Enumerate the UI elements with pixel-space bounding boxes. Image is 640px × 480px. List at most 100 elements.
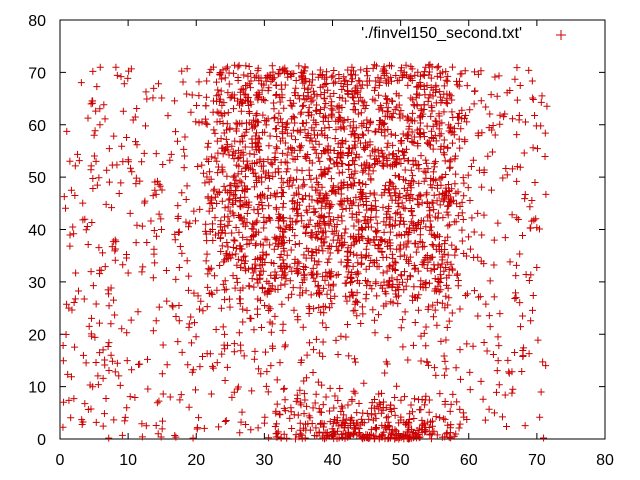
- data-point: [277, 434, 285, 442]
- data-point: [445, 294, 453, 302]
- data-point: [162, 266, 170, 274]
- data-point: [220, 258, 228, 266]
- data-point: [424, 258, 432, 266]
- data-point: [362, 181, 370, 189]
- data-point: [250, 326, 258, 334]
- data-point: [126, 393, 134, 401]
- data-point: [206, 168, 214, 176]
- data-point: [362, 245, 370, 253]
- data-point: [171, 230, 179, 238]
- data-point: [226, 195, 234, 203]
- data-point: [303, 402, 311, 410]
- data-point: [344, 66, 352, 74]
- data-point: [335, 108, 343, 116]
- data-point: [324, 142, 332, 150]
- data-point: [217, 247, 225, 255]
- data-point: [220, 129, 228, 137]
- data-point: [320, 239, 328, 247]
- data-point: [326, 92, 334, 100]
- data-point: [415, 219, 423, 227]
- data-point: [533, 224, 541, 232]
- data-point: [334, 397, 342, 405]
- data-point: [308, 159, 316, 167]
- data-point: [361, 145, 369, 153]
- data-point: [70, 230, 78, 238]
- data-point: [293, 175, 301, 183]
- data-point: [297, 401, 305, 409]
- data-point: [365, 252, 373, 260]
- data-point: [271, 125, 279, 133]
- data-point: [276, 359, 284, 367]
- data-point: [286, 214, 294, 222]
- data-point: [330, 67, 338, 75]
- data-point: [242, 128, 250, 136]
- data-point: [446, 164, 454, 172]
- data-point: [299, 92, 307, 100]
- data-point: [441, 371, 449, 379]
- data-point: [379, 67, 387, 75]
- data-point: [293, 206, 301, 214]
- data-point: [150, 227, 158, 235]
- data-point: [261, 302, 269, 310]
- data-point: [293, 267, 301, 275]
- data-point: [121, 413, 129, 421]
- data-point: [444, 251, 452, 259]
- data-point: [340, 125, 348, 133]
- data-point: [248, 135, 256, 143]
- data-point: [437, 286, 445, 294]
- data-point: [461, 67, 469, 75]
- data-point: [318, 199, 326, 207]
- data-point: [360, 419, 368, 427]
- data-point: [387, 73, 395, 81]
- data-point: [245, 282, 253, 290]
- data-point: [82, 226, 90, 234]
- data-point: [447, 92, 455, 100]
- data-point: [267, 78, 275, 86]
- data-point: [344, 197, 352, 205]
- data-point: [432, 88, 440, 96]
- data-point: [190, 207, 198, 215]
- data-point: [168, 302, 176, 310]
- data-point: [476, 293, 484, 301]
- data-point: [236, 88, 244, 96]
- y-tick-label: 80: [28, 13, 46, 30]
- data-point: [371, 84, 379, 92]
- data-point: [519, 347, 527, 355]
- data-point: [222, 65, 230, 73]
- data-point: [359, 310, 367, 318]
- data-point: [313, 101, 321, 109]
- y-tick-label: 0: [37, 432, 46, 449]
- data-point: [300, 274, 308, 282]
- data-point: [105, 339, 113, 347]
- data-point: [397, 137, 405, 145]
- data-point: [235, 162, 243, 170]
- data-point: [261, 173, 269, 181]
- data-point: [393, 77, 401, 85]
- data-point: [408, 65, 416, 73]
- data-point: [401, 231, 409, 239]
- data-point: [318, 71, 326, 79]
- data-point: [311, 277, 319, 285]
- data-point: [398, 64, 406, 72]
- data-point: [243, 218, 251, 226]
- data-point: [397, 324, 405, 332]
- data-point: [221, 345, 229, 353]
- data-point: [455, 109, 463, 117]
- data-point: [425, 68, 433, 76]
- data-point: [166, 156, 174, 164]
- data-point: [277, 281, 285, 289]
- data-point: [247, 77, 255, 85]
- data-point: [479, 395, 487, 403]
- data-point: [334, 350, 342, 358]
- data-point: [441, 400, 449, 408]
- data-point: [117, 179, 125, 187]
- data-point: [513, 96, 521, 104]
- data-point: [260, 224, 268, 232]
- data-point: [448, 309, 456, 317]
- data-point: [415, 192, 423, 200]
- data-point: [156, 182, 164, 190]
- data-point: [380, 162, 388, 170]
- data-point: [450, 218, 458, 226]
- data-point: [358, 303, 366, 311]
- data-point: [151, 259, 159, 267]
